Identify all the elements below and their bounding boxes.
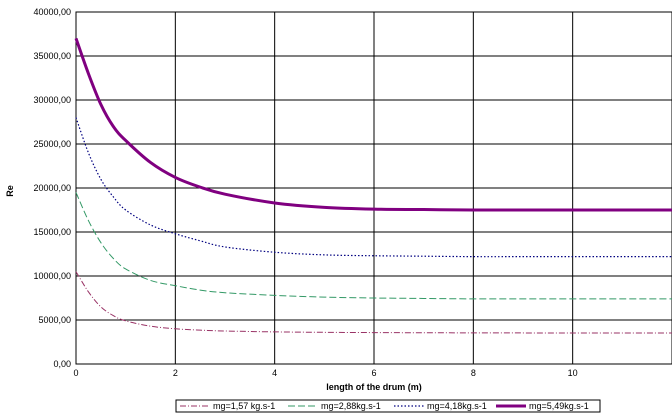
y-tick-label: 15000,00 (33, 227, 71, 237)
x-tick-label: 6 (371, 368, 376, 378)
legend-label-4: mg=5,49kg.s-1 (529, 401, 589, 411)
y-tick-label: 35000,00 (33, 51, 71, 61)
x-tick-label: 2 (173, 368, 178, 378)
series-line-1 (75, 271, 672, 334)
x-tick-label: 0 (73, 368, 78, 378)
legend-label-3: mg=4,18kg.s-1 (427, 401, 487, 411)
y-tick-label: 0,00 (53, 359, 71, 369)
series-line-3 (75, 117, 672, 258)
x-tick-label: 8 (471, 368, 476, 378)
x-tick-label: 4 (272, 368, 277, 378)
series-line-4 (74, 37, 672, 212)
legend-label-2: mg=2,88kg.s-1 (321, 401, 381, 411)
y-axis-ticks: 0,00 5000,00 10000,00 15000,00 20000,00 25000… (33, 7, 71, 369)
y-tick-label: 20000,00 (33, 183, 71, 193)
y-tick-label: 10000,00 (33, 271, 71, 281)
legend-box (175, 399, 601, 413)
grid (75, 11, 672, 365)
legend: mg=1,57 kg.s-1 mg=2,88kg.s-1 mg=4,18kg.s-1… (175, 399, 601, 413)
legend-label-1: mg=1,57 kg.s-1 (213, 401, 275, 411)
series-line-2 (75, 192, 672, 300)
x-tick-label: 10 (568, 368, 578, 378)
y-tick-label: 30000,00 (33, 95, 71, 105)
series-layer (74, 37, 672, 334)
y-tick-label: 25000,00 (33, 139, 71, 149)
x-axis-title: length of the drum (m) (326, 382, 422, 392)
y-tick-label: 5000,00 (38, 315, 71, 325)
y-axis-title: Re (5, 185, 15, 197)
x-axis-ticks: 0 2 4 6 8 10 (73, 368, 577, 378)
y-tick-label: 40000,00 (33, 7, 71, 17)
